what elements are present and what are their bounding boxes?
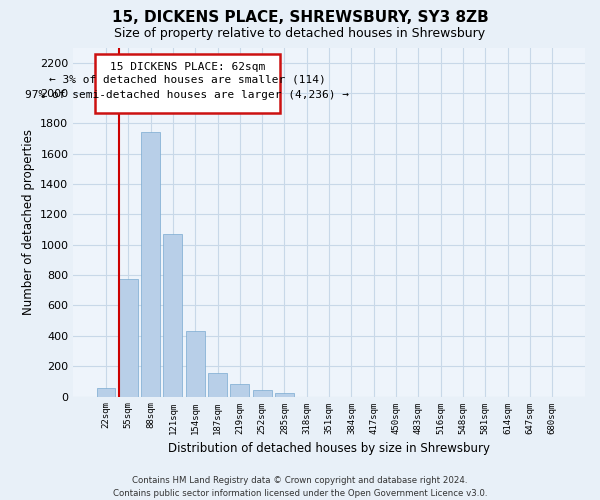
Bar <box>186 332 205 396</box>
Text: 15 DICKENS PLACE: 62sqm: 15 DICKENS PLACE: 62sqm <box>110 62 265 72</box>
Text: Contains HM Land Registry data © Crown copyright and database right 2024.
Contai: Contains HM Land Registry data © Crown c… <box>113 476 487 498</box>
Text: ← 3% of detached houses are smaller (114): ← 3% of detached houses are smaller (114… <box>49 75 326 85</box>
Bar <box>97 388 115 396</box>
Bar <box>208 373 227 396</box>
Bar <box>253 390 272 396</box>
X-axis label: Distribution of detached houses by size in Shrewsbury: Distribution of detached houses by size … <box>168 442 490 455</box>
FancyBboxPatch shape <box>95 54 280 113</box>
Bar <box>230 384 250 396</box>
Bar <box>163 234 182 396</box>
Text: Size of property relative to detached houses in Shrewsbury: Size of property relative to detached ho… <box>115 28 485 40</box>
Bar <box>275 393 294 396</box>
Text: 97% of semi-detached houses are larger (4,236) →: 97% of semi-detached houses are larger (… <box>25 90 349 100</box>
Bar <box>119 279 138 396</box>
Y-axis label: Number of detached properties: Number of detached properties <box>22 129 35 315</box>
Bar <box>141 132 160 396</box>
Text: 15, DICKENS PLACE, SHREWSBURY, SY3 8ZB: 15, DICKENS PLACE, SHREWSBURY, SY3 8ZB <box>112 10 488 25</box>
